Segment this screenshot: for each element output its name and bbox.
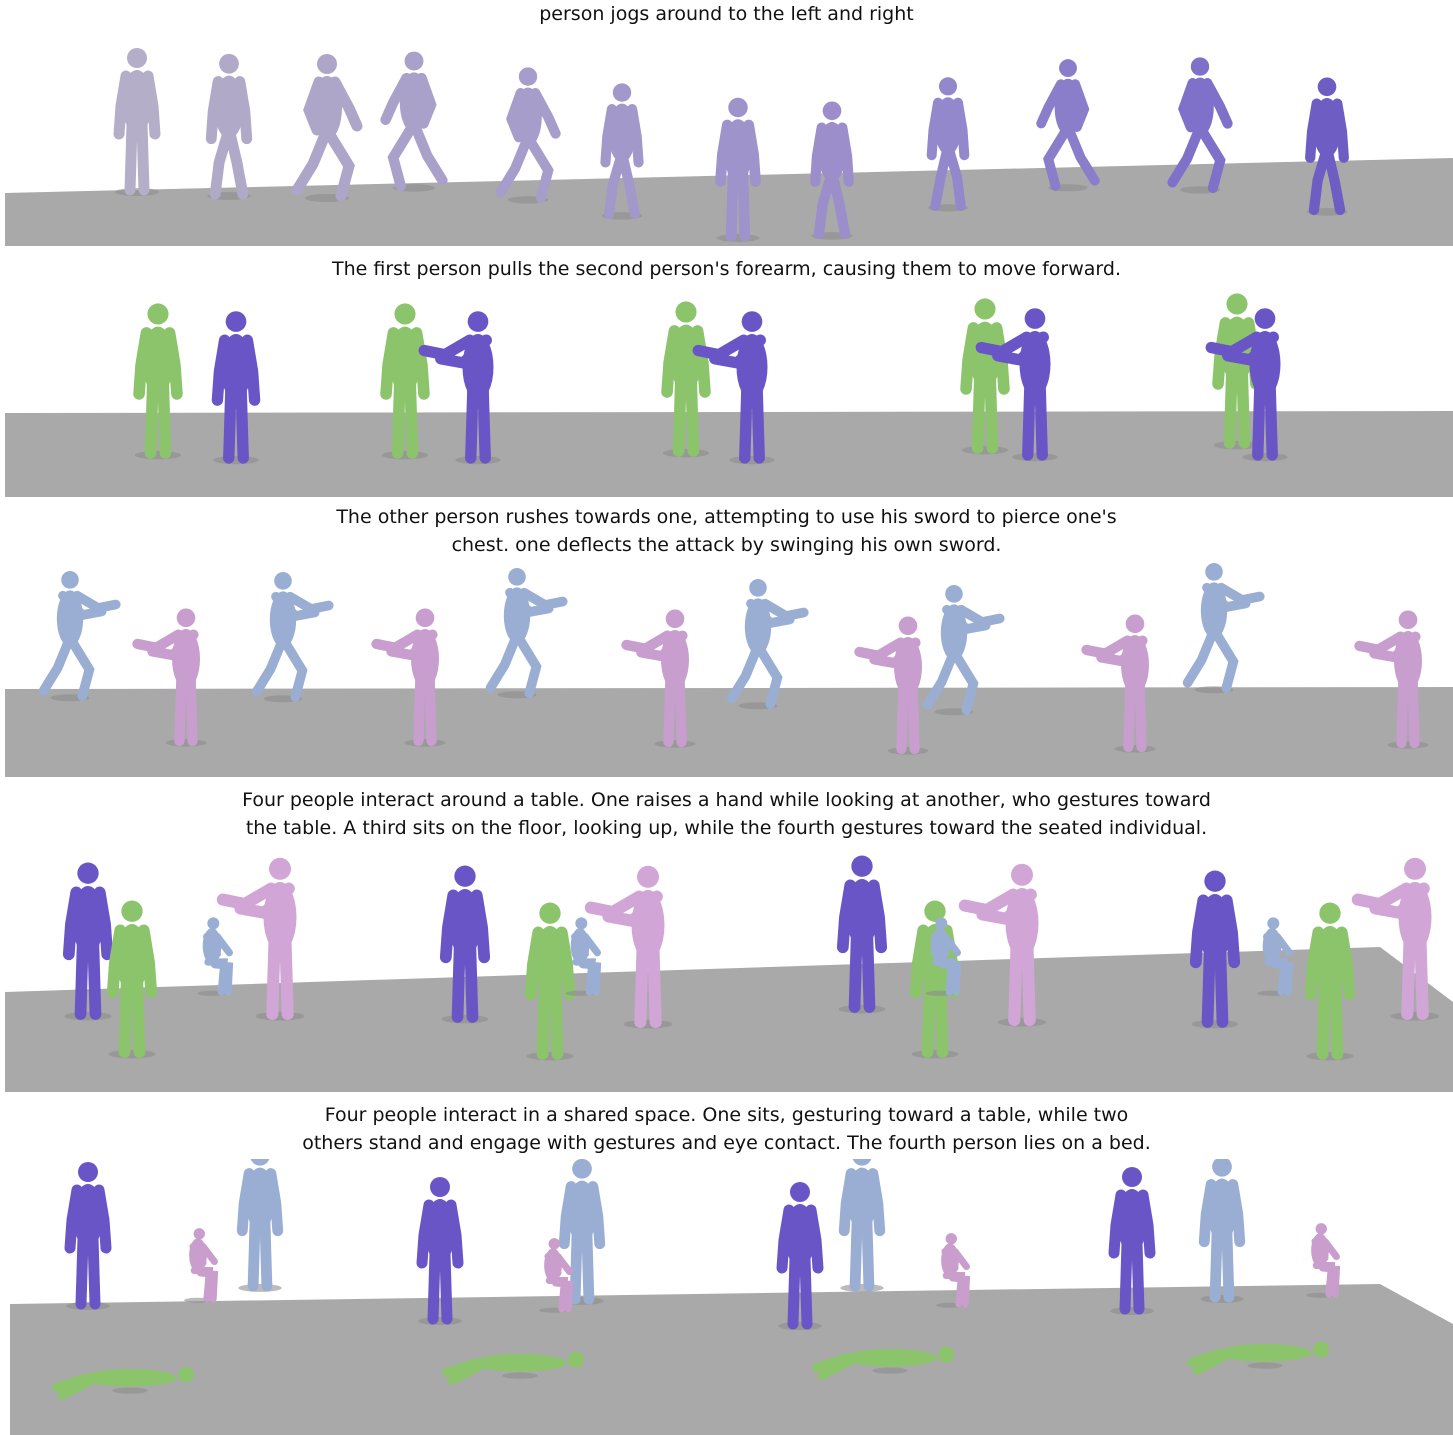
- caption-line: others stand and engage with gestures an…: [302, 1132, 1151, 1154]
- human-figure: [1305, 77, 1349, 216]
- panel-3-caption: The other person rushes towards one, att…: [0, 503, 1453, 559]
- human-figure: [726, 579, 809, 710]
- human-figure: [621, 609, 696, 748]
- human-figure: [64, 1162, 112, 1310]
- human-figure: [416, 1177, 464, 1325]
- caption-line: The first person pulls the second person…: [331, 258, 1121, 280]
- caption-line: Four people interact around a table. One…: [242, 789, 1211, 811]
- caption-line: the table. A third sits on the floor, lo…: [245, 817, 1208, 839]
- human-figure: [106, 900, 158, 1059]
- human-figure: [565, 917, 602, 996]
- human-figure: [1108, 1167, 1156, 1315]
- panel-3: The other person rushes towards one, att…: [0, 503, 1453, 783]
- floor-plane: [5, 411, 1453, 497]
- human-figure: [380, 51, 448, 192]
- panel-2-caption: The first person pulls the second person…: [0, 255, 1453, 283]
- caption-line: chest. one deflects the attack by swingi…: [451, 534, 1002, 556]
- human-figure: [495, 67, 561, 204]
- human-figure: [600, 83, 644, 220]
- human-figure: [1167, 57, 1233, 194]
- human-figure: [661, 301, 711, 458]
- human-figure: [197, 917, 234, 996]
- human-figure: [960, 298, 1010, 455]
- floor-plane: [5, 947, 1453, 1092]
- human-figure: [958, 863, 1047, 1027]
- human-figure: [1304, 902, 1356, 1061]
- human-figure: [211, 311, 261, 465]
- scene-image: [5, 48, 1453, 246]
- panel-5-scene: [0, 1159, 1453, 1435]
- panel-1-caption: person jogs around to the left and right: [0, 0, 1453, 28]
- human-figure: [776, 1182, 824, 1330]
- human-figure: [836, 855, 888, 1014]
- human-figure: [1205, 308, 1288, 462]
- human-figure: [1081, 614, 1156, 753]
- floor-plane: [5, 687, 1453, 777]
- human-figure: [1198, 1159, 1246, 1303]
- human-figure: [1351, 857, 1440, 1021]
- panel-4: Four people interact around a table. One…: [0, 786, 1453, 1096]
- human-figure: [692, 311, 775, 465]
- human-figure: [485, 568, 568, 699]
- human-figure: [133, 303, 183, 460]
- human-figure: [524, 902, 576, 1061]
- panel-5-caption: Four people interact in a shared space. …: [0, 1101, 1453, 1157]
- human-figure: [925, 917, 962, 996]
- human-figure: [132, 608, 207, 747]
- panel-4-caption: Four people interact around a table. One…: [0, 786, 1453, 842]
- human-figure: [715, 97, 761, 242]
- human-figure: [558, 1159, 606, 1305]
- scene-image: [5, 855, 1453, 1092]
- human-figure: [380, 303, 430, 460]
- human-figure: [38, 571, 121, 702]
- human-figure: [838, 1159, 886, 1292]
- human-figure: [1187, 1341, 1329, 1375]
- human-figure: [371, 608, 446, 747]
- human-figure: [62, 862, 114, 1021]
- human-figure: [251, 572, 334, 703]
- human-figure: [1189, 870, 1241, 1029]
- human-figure: [113, 48, 161, 196]
- human-figure: [52, 1366, 194, 1400]
- human-figure: [584, 865, 673, 1029]
- human-figure: [936, 1233, 971, 1308]
- human-figure: [216, 857, 305, 1021]
- human-figure: [291, 54, 363, 202]
- human-figure: [442, 1351, 584, 1385]
- scene-image: [10, 1159, 1453, 1435]
- panel-5: Four people interact in a shared space. …: [0, 1101, 1453, 1435]
- panel-1: person jogs around to the left and right: [0, 0, 1453, 255]
- human-figure: [922, 585, 1005, 716]
- human-figure: [236, 1159, 284, 1292]
- human-figure: [975, 308, 1058, 462]
- caption-line: person jogs around to the left and right: [539, 3, 914, 25]
- human-figure: [539, 1238, 574, 1313]
- human-figure: [1257, 917, 1294, 996]
- human-figure: [418, 311, 501, 465]
- human-figure: [184, 1228, 219, 1303]
- caption-line: Four people interact in a shared space. …: [324, 1104, 1129, 1126]
- human-figure: [812, 1346, 954, 1380]
- scene-image: [5, 563, 1453, 777]
- human-figure: [926, 77, 970, 212]
- panel-2-scene: [0, 283, 1453, 505]
- human-figure: [810, 101, 854, 240]
- human-figure: [1354, 610, 1429, 749]
- panel-3-scene: [0, 559, 1453, 783]
- human-figure: [205, 53, 253, 200]
- panel-1-scene: [0, 28, 1453, 255]
- human-figure: [1306, 1223, 1341, 1298]
- human-figure: [439, 865, 491, 1024]
- caption-line: The other person rushes towards one, att…: [336, 506, 1117, 528]
- human-figure: [1182, 563, 1265, 694]
- human-figure: [854, 616, 929, 755]
- panel-4-scene: [0, 842, 1453, 1096]
- scene-image: [5, 293, 1453, 497]
- human-figure: [1036, 59, 1100, 192]
- floor-plane: [10, 1284, 1453, 1435]
- panel-2: The first person pulls the second person…: [0, 255, 1453, 505]
